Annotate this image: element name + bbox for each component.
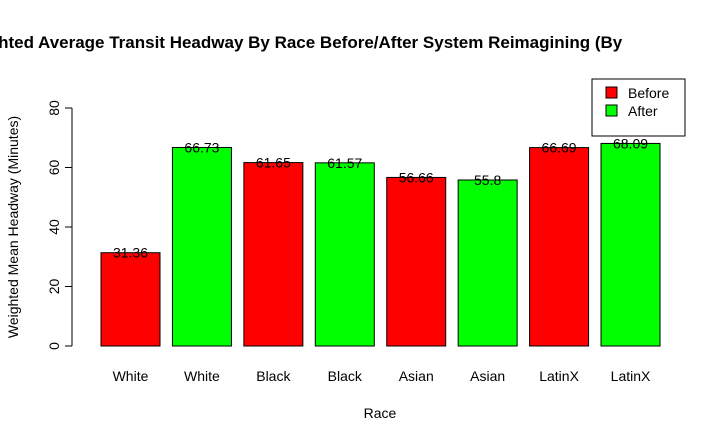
y-tick-label: 20 xyxy=(46,279,62,295)
y-tick-label: 0 xyxy=(46,342,62,350)
y-tick-label: 80 xyxy=(46,100,62,116)
x-tick-labels: White White Black Black Asian Asian LatinX Lati… xyxy=(113,368,651,384)
legend-swatch xyxy=(605,86,618,99)
x-axis-label: Race xyxy=(364,405,397,421)
data-labels: 31.36 66.73 61.65 61.57 56.66 55.8 66.69 68.09 xyxy=(113,135,648,260)
bar xyxy=(100,252,161,347)
bar xyxy=(314,162,375,347)
y-axis-label: Weighted Mean Headway (Minutes) xyxy=(5,116,21,338)
x-tick-label: LatinX xyxy=(611,368,651,384)
data-label: 66.73 xyxy=(184,139,219,155)
legend-label: Before xyxy=(628,85,669,101)
bar xyxy=(243,162,304,347)
data-label: 31.36 xyxy=(113,245,148,261)
legend: Before After xyxy=(591,78,686,137)
y-axis: 0 20 40 60 80 xyxy=(46,100,73,350)
y-tick-label: 40 xyxy=(46,219,62,235)
data-label: 61.65 xyxy=(256,155,291,171)
data-label: 68.09 xyxy=(613,135,648,151)
chart-title: Weighted Average Transit Headway By Race… xyxy=(0,33,623,52)
data-label: 56.66 xyxy=(399,169,434,185)
legend-label: After xyxy=(628,103,658,119)
legend-swatch xyxy=(605,104,618,117)
bar xyxy=(386,176,447,347)
x-tick-label: Asian xyxy=(399,368,434,384)
data-label: 61.57 xyxy=(327,155,362,171)
bar xyxy=(600,142,661,347)
bar xyxy=(457,179,518,347)
bars xyxy=(100,142,661,347)
data-label: 55.8 xyxy=(474,172,501,188)
x-tick-label: White xyxy=(113,368,149,384)
bar xyxy=(171,146,232,347)
y-tick-label: 60 xyxy=(46,160,62,176)
bar xyxy=(529,147,590,347)
x-tick-label: LatinX xyxy=(539,368,579,384)
x-tick-label: Black xyxy=(328,368,363,384)
x-tick-label: White xyxy=(184,368,220,384)
data-label: 66.69 xyxy=(542,140,577,156)
x-tick-label: Black xyxy=(256,368,291,384)
x-tick-label: Asian xyxy=(470,368,505,384)
